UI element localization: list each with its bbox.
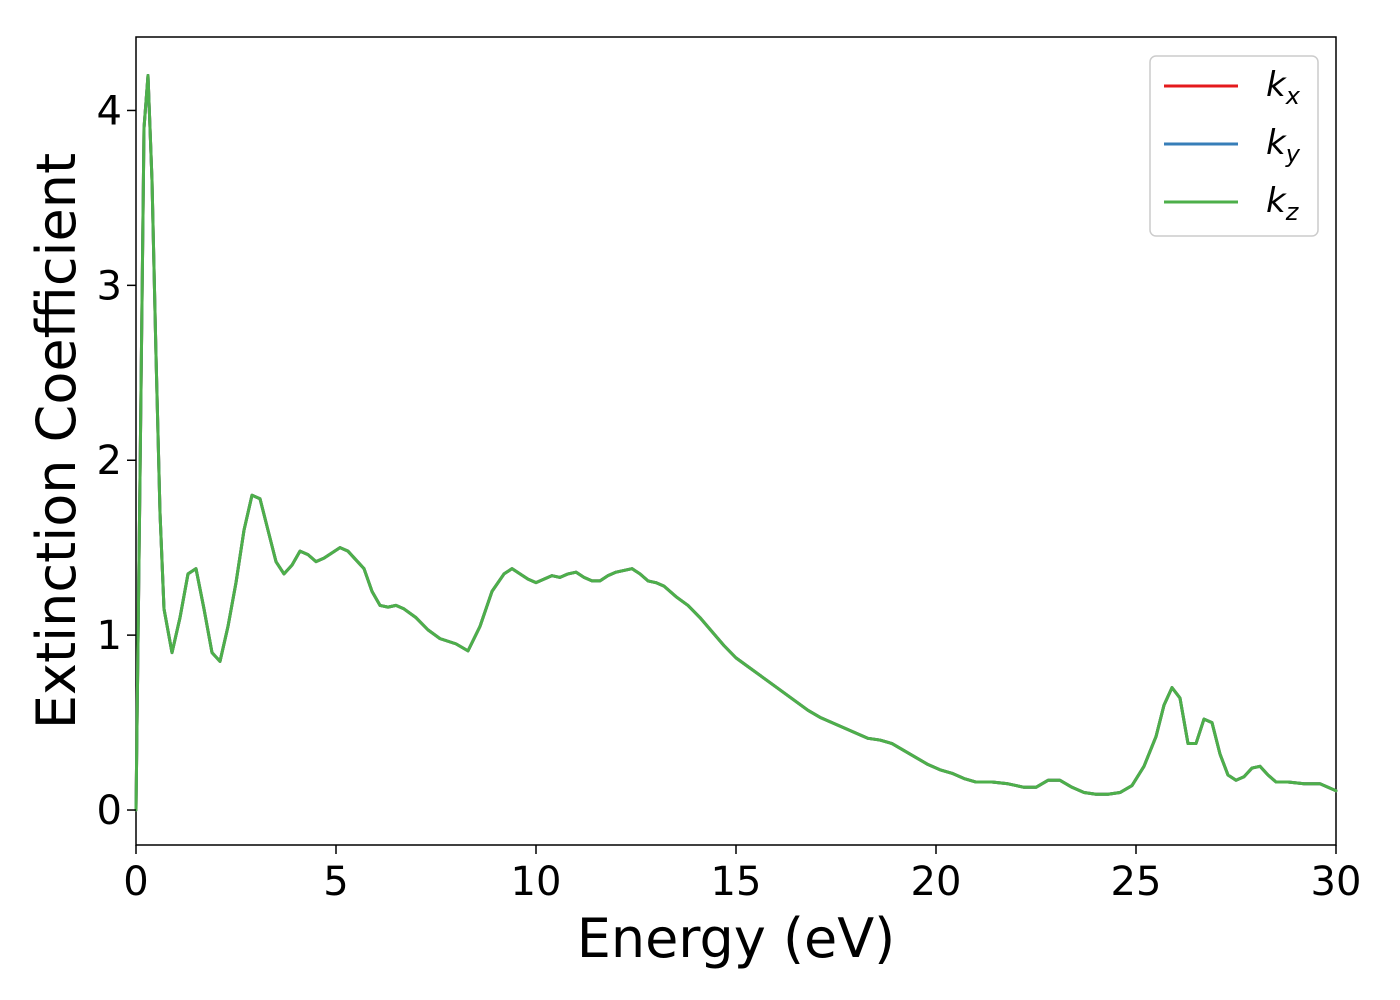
x-tick-label: 5: [323, 859, 348, 905]
series-lines: [134, 73, 1338, 812]
y-tick-label: 3: [97, 263, 122, 309]
y-axis-ticks: 0 1 2 3 4: [97, 88, 136, 834]
x-tick-label: 15: [711, 859, 762, 905]
x-tick-label: 25: [1111, 859, 1162, 905]
x-tick-label: 30: [1311, 859, 1362, 905]
x-tick-label: 0: [123, 859, 148, 905]
legend-label-z: kz: [1266, 181, 1300, 226]
legend-box: [1149, 55, 1319, 237]
legend-label-x: kx: [1266, 65, 1301, 110]
x-axis-ticks: 0 5 10 15 20 25 30: [123, 845, 1361, 905]
y-tick-label: 2: [97, 438, 122, 484]
y-tick-label: 0: [97, 788, 122, 834]
y-tick-label: 4: [97, 88, 122, 134]
x-axis-title: Energy (eV): [577, 907, 896, 970]
legend-label-y: ky: [1266, 123, 1301, 168]
y-tick-label: 1: [97, 613, 122, 659]
x-tick-label: 20: [911, 859, 962, 905]
y-axis-title: Extinction Coefficient: [25, 153, 88, 729]
x-tick-label: 10: [511, 859, 562, 905]
series-line-3: [134, 73, 1338, 812]
legend: kx ky kz: [1149, 55, 1319, 237]
